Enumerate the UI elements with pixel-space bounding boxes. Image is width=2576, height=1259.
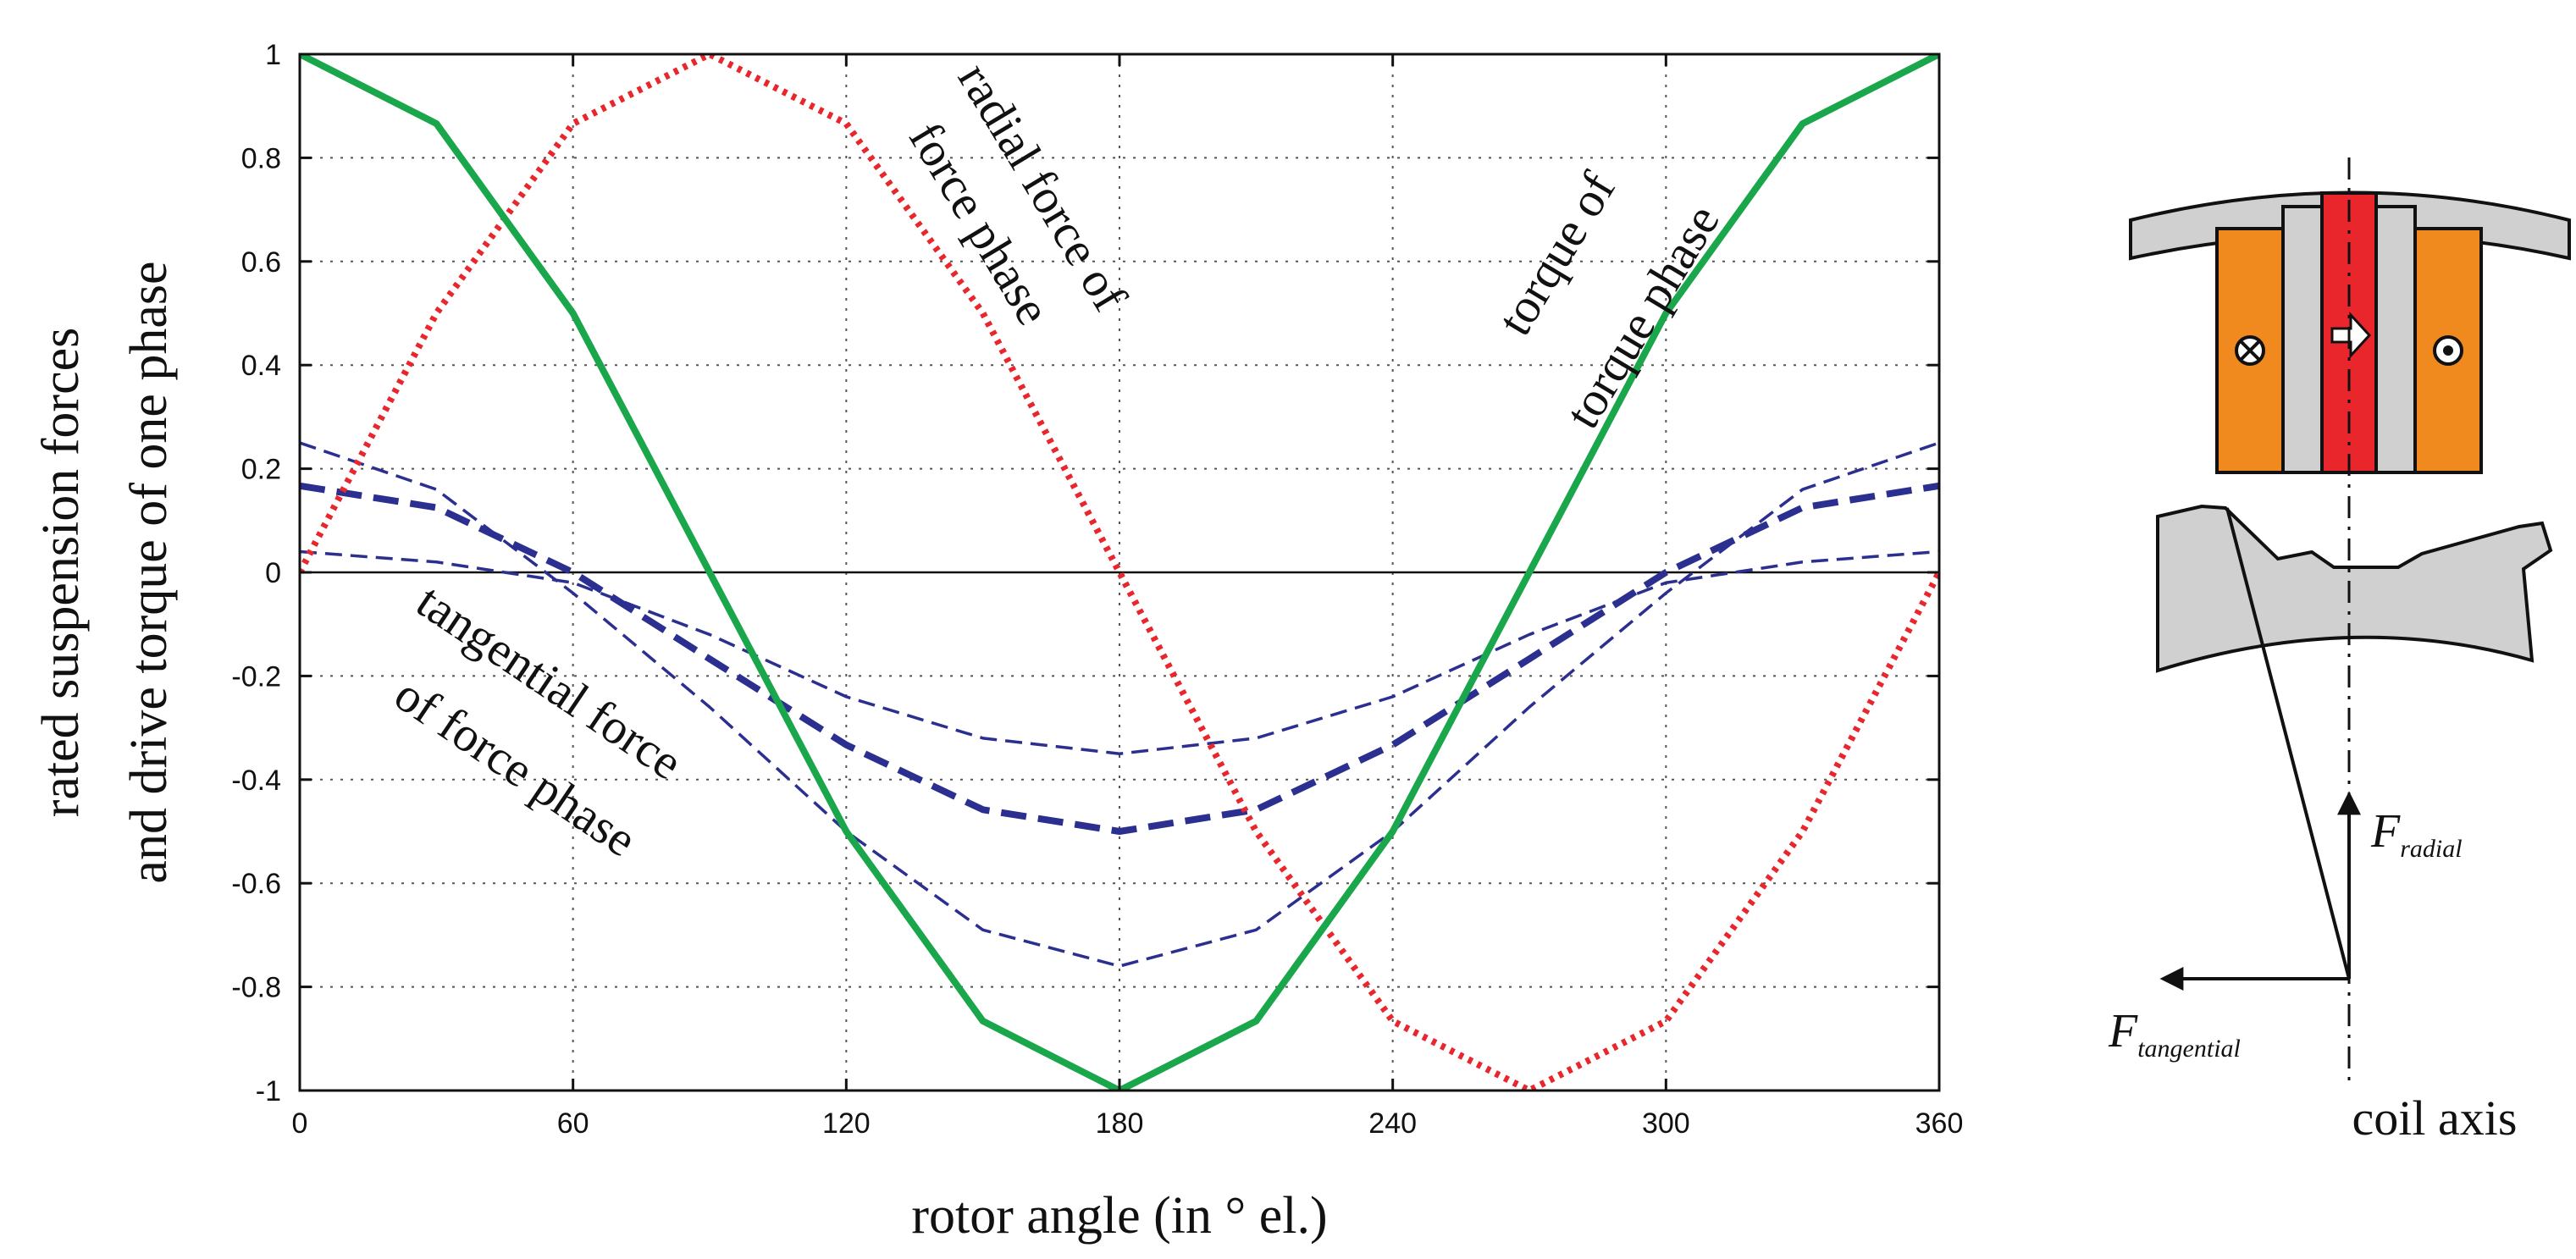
coil-axis-label: coil axis xyxy=(2352,1091,2518,1146)
series-line-tangential-force-of-force-phase-upper-bound xyxy=(300,441,1939,968)
y-tick-label: 0 xyxy=(265,557,281,589)
y-tick-label: 0.2 xyxy=(241,454,281,486)
tooth-left xyxy=(2281,205,2324,474)
f-tangential-label: Ftangential xyxy=(2108,1005,2241,1063)
torque-annotation-line1: torque of xyxy=(1486,163,1626,345)
rotor-segment xyxy=(2156,504,2553,673)
chart: 0 60 120 180 240 300 360 1 0.8 0.6 0.4 0.2 0 -0.2 -0.4… xyxy=(32,39,1963,1245)
current-into-page-icon xyxy=(2235,335,2265,366)
f-tangential-main: F xyxy=(2108,1005,2138,1057)
y-axis-label-line1: rated suspension forces xyxy=(32,328,90,818)
ticks: 0 60 120 180 240 300 360 1 0.8 0.6 0.4 0.2 0 -0.2 -0.4… xyxy=(231,39,1963,1140)
current-out-of-page-icon xyxy=(2433,335,2463,366)
series-line-tangential-force-of-force-phase-lower-bound xyxy=(300,549,1939,755)
series-line-torque-of-torque-phase xyxy=(300,54,1939,1091)
x-tick-label: 120 xyxy=(822,1107,871,1140)
y-tick-label: 1 xyxy=(265,39,281,71)
series-line-tangential-force-of-force-phase xyxy=(300,482,1939,835)
f-radial-sub: radial xyxy=(2400,835,2462,863)
x-tick-label: 180 xyxy=(1096,1107,1144,1140)
machine-diagram: Fradial Ftangential coil axis xyxy=(2108,157,2571,1146)
y-tick-label: -0.4 xyxy=(231,765,281,797)
x-axis-label: rotor angle (in ° el.) xyxy=(911,1187,1327,1245)
x-tick-label: 0 xyxy=(292,1107,308,1140)
y-tick-label: 0.4 xyxy=(241,350,281,382)
x-tick-label: 60 xyxy=(557,1107,589,1140)
y-tick-label: -0.6 xyxy=(231,868,281,900)
y-tick-label: 0.6 xyxy=(241,246,281,279)
f-tangential-sub: tangential xyxy=(2137,1035,2241,1063)
y-tick-label: -0.8 xyxy=(231,972,281,1004)
tooth-right xyxy=(2374,205,2417,474)
y-tick-label: 0.8 xyxy=(241,142,281,174)
x-tick-label: 300 xyxy=(1642,1107,1690,1140)
f-radial-main: F xyxy=(2370,805,2401,858)
series-group xyxy=(300,54,1939,1091)
y-axis-label-line2: and drive torque of one phase xyxy=(120,261,178,883)
x-tick-label: 240 xyxy=(1368,1107,1417,1140)
resultant-force-line xyxy=(2225,507,2351,980)
x-tick-label: 360 xyxy=(1915,1107,1964,1140)
y-tick-label: -1 xyxy=(256,1075,281,1107)
y-tick-label: -0.2 xyxy=(231,660,281,693)
f-radial-label: Fradial xyxy=(2370,805,2463,863)
magnetization-arrow-icon xyxy=(2330,312,2372,359)
